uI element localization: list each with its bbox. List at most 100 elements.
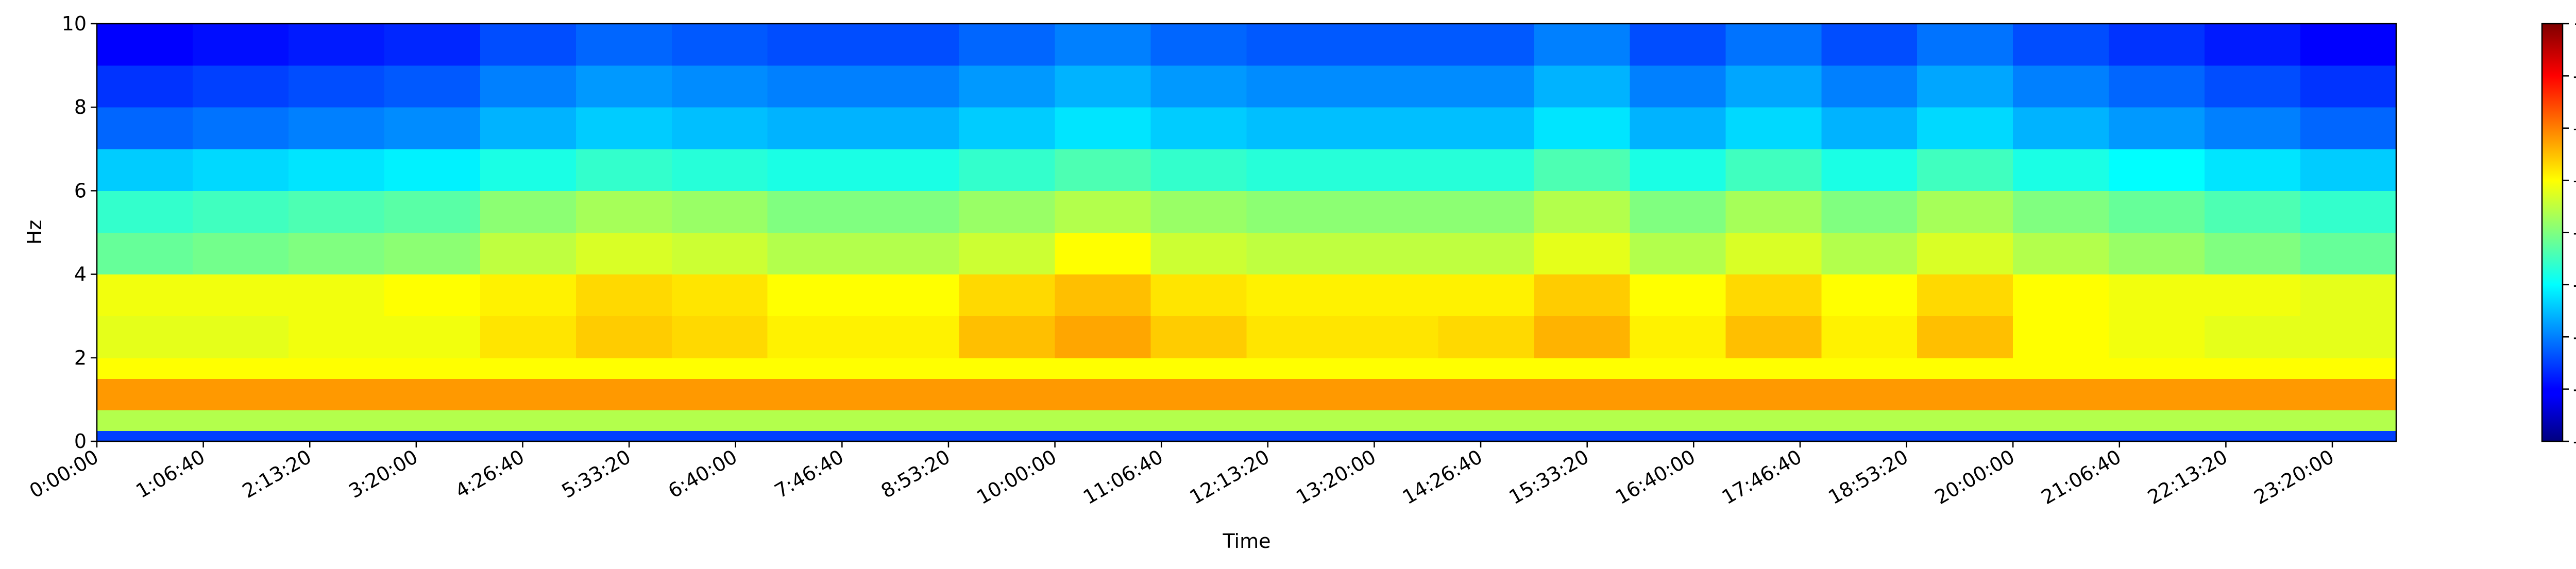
cell (767, 410, 864, 432)
cell (1246, 24, 1343, 66)
cell (1342, 149, 1438, 191)
cell (1055, 410, 1151, 432)
cell (1246, 378, 1343, 410)
cell (863, 274, 960, 317)
cell (480, 357, 577, 379)
cell (288, 149, 385, 191)
cell (575, 191, 672, 233)
x-tick-label: 6:40:00 (664, 445, 741, 503)
cell (2300, 316, 2397, 358)
cell (671, 378, 768, 410)
colorbar (2541, 23, 2564, 442)
cell (1055, 357, 1151, 379)
cell (97, 378, 193, 410)
cell (97, 316, 193, 358)
cell (1246, 316, 1343, 358)
cell (767, 378, 864, 410)
cell (480, 149, 577, 191)
plot-frame (96, 23, 2397, 442)
cell (1438, 232, 1534, 275)
cell (1917, 65, 2013, 108)
cell (671, 65, 768, 108)
cell (575, 378, 672, 410)
cell (1055, 316, 1151, 358)
cell (2013, 378, 2109, 410)
cell (288, 274, 385, 317)
cell (1534, 410, 1630, 432)
cell (480, 191, 577, 233)
cell (767, 274, 864, 317)
y-axis-label: Hz (23, 220, 46, 245)
cell (1150, 107, 1247, 149)
cell (1534, 316, 1630, 358)
cell (480, 378, 577, 410)
colorbar-tick-label: -60 dB (2573, 325, 2576, 348)
x-tick-label: 15:33:20 (1505, 445, 1592, 509)
cell (2205, 378, 2301, 410)
cell (2300, 274, 2397, 317)
cell (2109, 430, 2205, 442)
cell (671, 274, 768, 317)
cell (1534, 430, 1630, 442)
cell (959, 378, 1056, 410)
cell (671, 430, 768, 442)
cell (767, 357, 864, 379)
cell (1821, 24, 1918, 66)
cell (2300, 149, 2397, 191)
cell (2300, 191, 2397, 233)
cell (2300, 430, 2397, 442)
x-tick-label: 20:00:00 (1931, 445, 2019, 509)
cell (1150, 65, 1247, 108)
cell (2013, 274, 2109, 317)
cell (480, 107, 577, 149)
x-tick-label: 23:20:00 (2250, 445, 2338, 509)
cell (671, 107, 768, 149)
cell (1821, 149, 1918, 191)
cell (480, 274, 577, 317)
cell (767, 24, 864, 66)
cell (1342, 430, 1438, 442)
cell (671, 24, 768, 66)
cell (1342, 191, 1438, 233)
x-tick-label: 16:40:00 (1612, 445, 1699, 509)
cell (671, 191, 768, 233)
cell (863, 24, 960, 66)
cell (2013, 232, 2109, 275)
cell (1630, 65, 1726, 108)
cell (1917, 107, 2013, 149)
cell (384, 430, 481, 442)
cell (1246, 357, 1343, 379)
cell (384, 410, 481, 432)
cell (1150, 378, 1247, 410)
cell (671, 316, 768, 358)
cell (384, 191, 481, 233)
cell (2013, 430, 2109, 442)
cell (767, 65, 864, 108)
cell (97, 107, 193, 149)
cell (1438, 430, 1534, 442)
cell (575, 24, 672, 66)
cell (1630, 410, 1726, 432)
cell (384, 65, 481, 108)
cell (97, 430, 193, 442)
cell (2205, 149, 2301, 191)
cell (1630, 149, 1726, 191)
cell (863, 149, 960, 191)
cell (480, 232, 577, 275)
cell (2205, 107, 2301, 149)
cell (1630, 316, 1726, 358)
cell (1534, 107, 1630, 149)
cell (2109, 149, 2205, 191)
cell (1055, 191, 1151, 233)
cell (2205, 274, 2301, 317)
cell (2013, 191, 2109, 233)
cell (384, 316, 481, 358)
cell (1630, 378, 1726, 410)
cell (959, 357, 1056, 379)
cell (192, 65, 289, 108)
cell (1630, 430, 1726, 442)
cell (1821, 191, 1918, 233)
cell (767, 149, 864, 191)
cell (2013, 65, 2109, 108)
cell (1246, 430, 1343, 442)
